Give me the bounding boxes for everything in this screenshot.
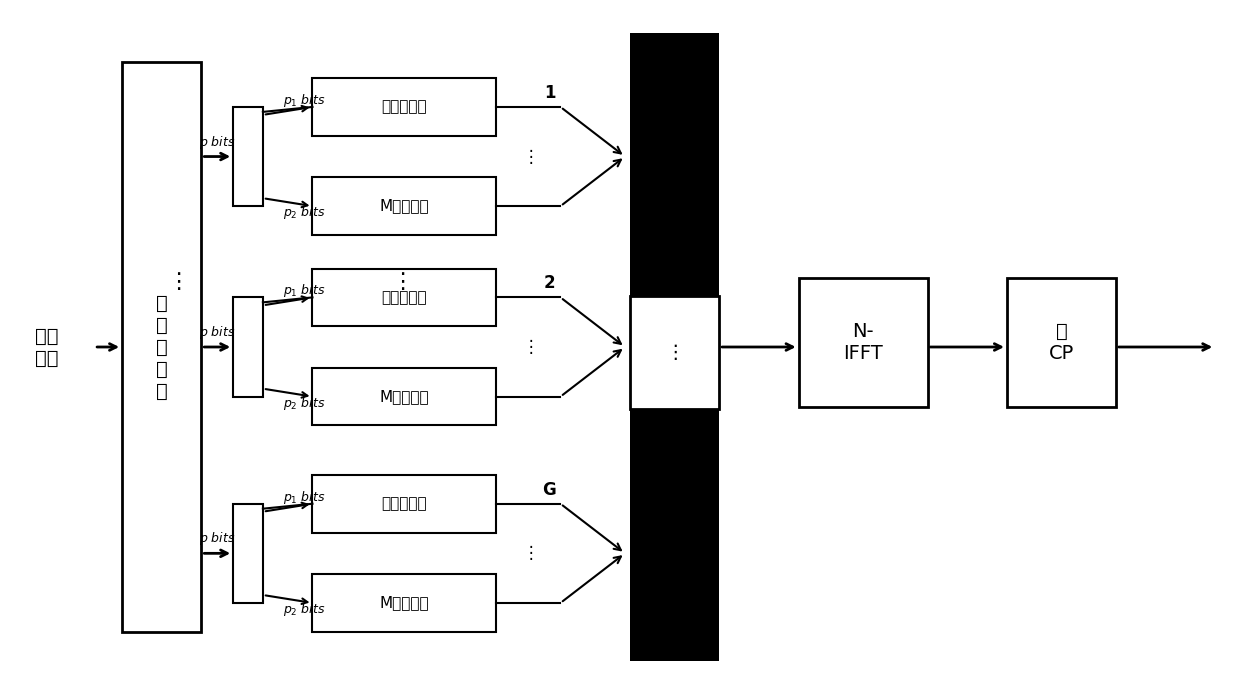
Bar — [799, 278, 928, 407]
Text: ⋮: ⋮ — [391, 271, 413, 291]
Text: $p_1$ bits: $p_1$ bits — [283, 489, 325, 506]
Bar — [312, 574, 496, 632]
Text: $p$ bits: $p$ bits — [198, 530, 236, 548]
Text: M阶调制器: M阶调制器 — [379, 198, 429, 214]
Text: $p_2$ bits: $p_2$ bits — [283, 601, 325, 618]
Text: ⋮: ⋮ — [665, 344, 684, 362]
Text: $p$ bits: $p$ bits — [198, 324, 236, 341]
Text: 输入
比特: 输入 比特 — [35, 326, 58, 368]
Bar — [312, 78, 496, 136]
Text: G: G — [542, 481, 556, 499]
Bar — [233, 107, 263, 206]
Text: ⋮: ⋮ — [522, 544, 539, 562]
Text: 比
特
分
流
器: 比 特 分 流 器 — [156, 294, 167, 400]
Text: $p_2$ bits: $p_2$ bits — [283, 204, 325, 221]
Text: 索引映射器: 索引映射器 — [382, 99, 427, 115]
Text: ⋮: ⋮ — [522, 338, 539, 356]
Text: M阶调制器: M阶调制器 — [379, 595, 429, 611]
Text: $p_1$ bits: $p_1$ bits — [283, 92, 325, 109]
Text: 索引映射器: 索引映射器 — [382, 290, 427, 305]
Bar — [233, 504, 263, 603]
Text: ⋮: ⋮ — [167, 271, 190, 291]
Text: 2: 2 — [544, 274, 556, 292]
Text: 加
CP: 加 CP — [1049, 321, 1074, 362]
Bar — [312, 178, 496, 235]
Text: N-
IFFT: N- IFFT — [843, 321, 883, 362]
Bar — [122, 62, 201, 632]
Text: M阶调制器: M阶调制器 — [379, 389, 429, 404]
Bar — [630, 33, 719, 296]
Bar — [1007, 278, 1116, 407]
Text: $p$ bits: $p$ bits — [198, 133, 236, 151]
Text: 索引映射器: 索引映射器 — [382, 496, 427, 511]
Bar — [312, 475, 496, 532]
Bar — [233, 298, 263, 396]
Text: $p_2$ bits: $p_2$ bits — [283, 395, 325, 412]
Bar — [312, 269, 496, 326]
Bar — [312, 368, 496, 425]
Bar — [630, 409, 719, 661]
Text: $p_1$ bits: $p_1$ bits — [283, 282, 325, 299]
Text: ⋮: ⋮ — [522, 148, 539, 166]
Bar — [630, 296, 719, 409]
Text: 1: 1 — [544, 84, 556, 102]
